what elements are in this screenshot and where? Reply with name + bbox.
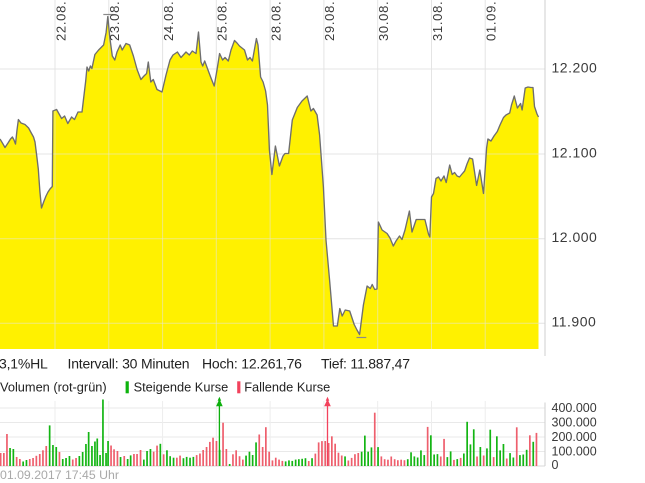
svg-text:12.200: 12.200: [552, 59, 598, 75]
svg-text:3,1%HL: 3,1%HL: [0, 355, 48, 371]
svg-text:01.09.2017 17:45 Uhr: 01.09.2017 17:45 Uhr: [0, 468, 119, 482]
svg-text:12.100: 12.100: [552, 144, 598, 160]
svg-text:11.900: 11.900: [552, 314, 597, 330]
svg-text:Fallende Kurse: Fallende Kurse: [244, 379, 330, 394]
svg-text:23.08.: 23.08.: [107, 1, 122, 41]
svg-text:24.08.: 24.08.: [161, 1, 176, 41]
svg-text:Steigende Kurse: Steigende Kurse: [134, 379, 229, 394]
svg-text:12.000: 12.000: [552, 229, 598, 245]
svg-text:31.08.: 31.08.: [430, 1, 445, 41]
svg-text:28.08.: 28.08.: [268, 1, 283, 41]
svg-text:100.000: 100.000: [552, 445, 597, 459]
svg-text:29.08.: 29.08.: [322, 1, 337, 41]
svg-text:22.08.: 22.08.: [53, 1, 68, 41]
svg-text:30.08.: 30.08.: [376, 1, 391, 41]
svg-text:Volumen (rot-grün): Volumen (rot-grün): [0, 379, 107, 394]
svg-text:25.08.: 25.08.: [215, 1, 230, 41]
svg-text:Hoch: 12.261,76: Hoch: 12.261,76: [202, 355, 302, 371]
svg-text:300.000: 300.000: [552, 416, 597, 430]
svg-text:01.09.: 01.09.: [484, 1, 499, 41]
svg-text:400.000: 400.000: [552, 401, 597, 415]
svg-text:200.000: 200.000: [552, 430, 597, 444]
svg-text:0: 0: [552, 458, 559, 472]
svg-text:Intervall: 30 Minuten: Intervall: 30 Minuten: [68, 355, 190, 371]
svg-text:Tief: 11.887,47: Tief: 11.887,47: [321, 355, 410, 371]
